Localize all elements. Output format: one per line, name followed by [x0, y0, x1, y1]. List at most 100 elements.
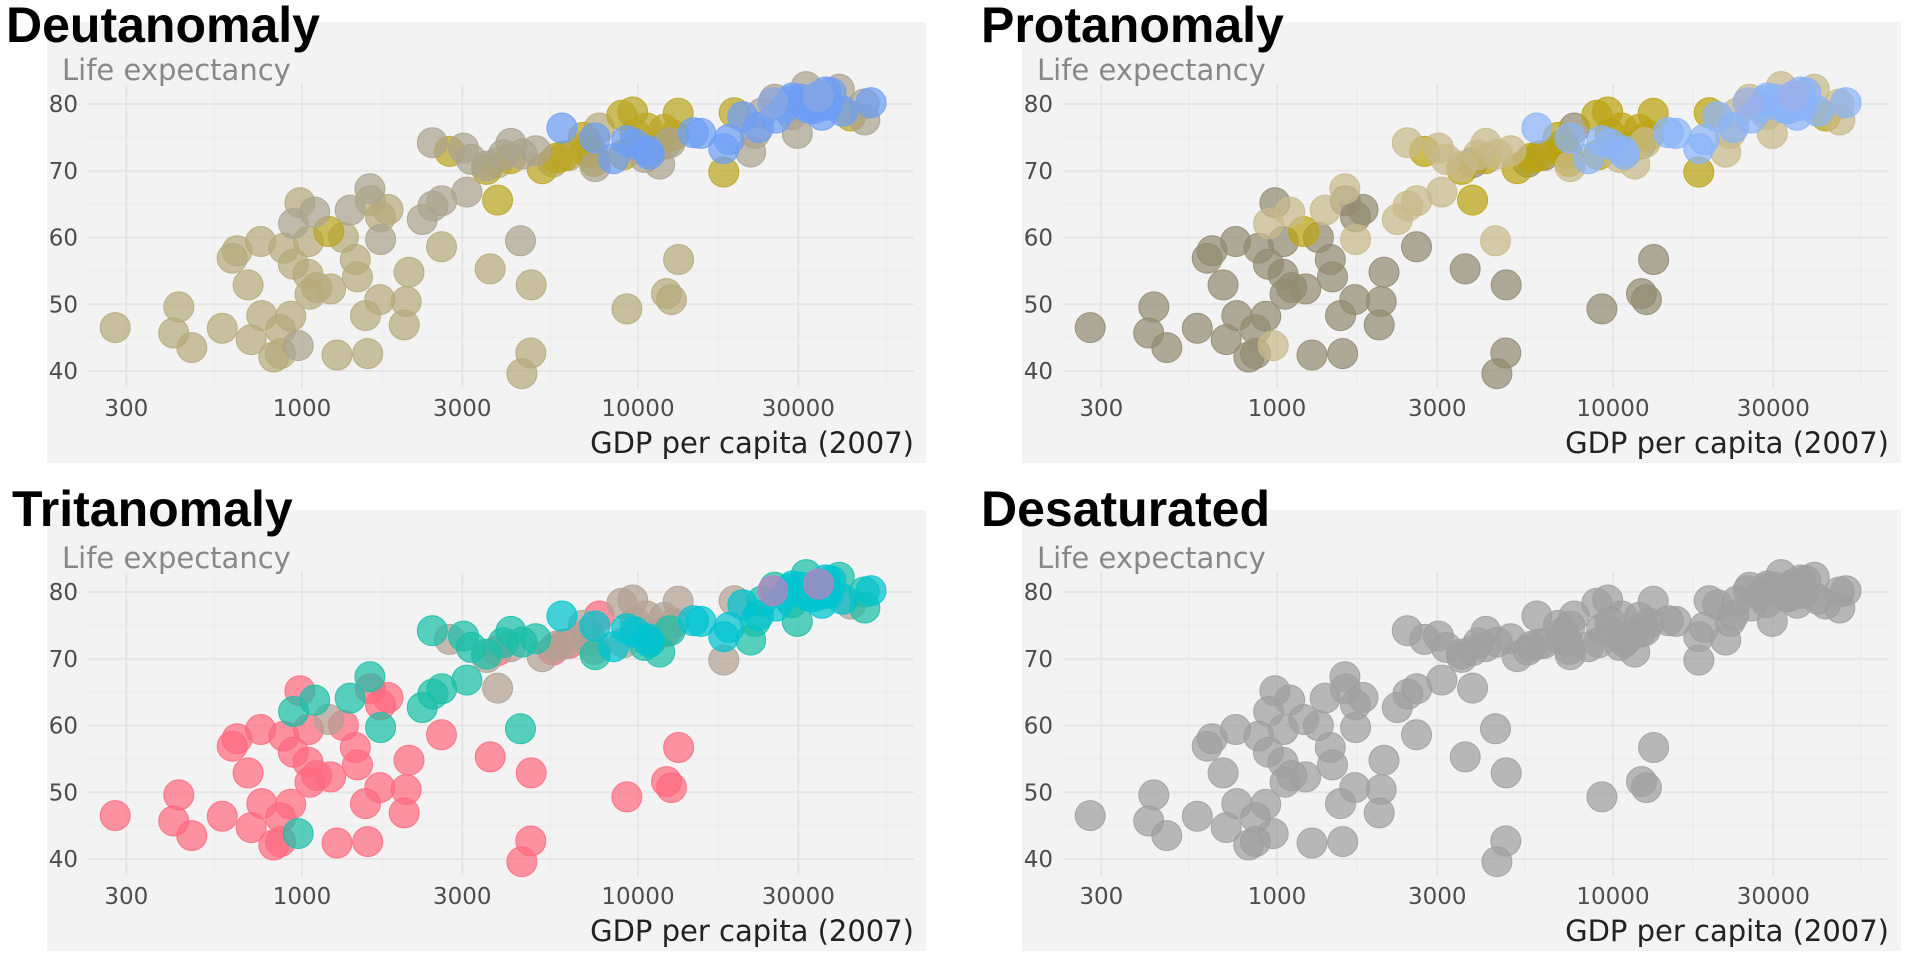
- data-point: [1329, 173, 1361, 205]
- data-point: [1391, 127, 1423, 159]
- x-tick-label: 1000: [1248, 396, 1307, 422]
- data-point: [1274, 684, 1306, 716]
- data-point: [354, 661, 386, 693]
- data-point: [482, 184, 514, 216]
- data-point: [757, 575, 789, 607]
- data-point: [1638, 732, 1670, 763]
- y-tick-label: 80: [49, 580, 78, 606]
- data-point: [598, 143, 630, 175]
- data-point: [685, 605, 717, 637]
- data-point: [365, 712, 397, 743]
- data-point: [1480, 713, 1511, 745]
- y-tick-label: 70: [1024, 159, 1053, 185]
- data-point: [1138, 779, 1170, 811]
- data-point: [651, 278, 682, 310]
- data-point: [426, 231, 457, 263]
- data-point: [1327, 826, 1359, 858]
- data-point: [727, 589, 759, 621]
- data-point: [388, 309, 420, 341]
- x-tick-label: 3000: [433, 884, 492, 910]
- y-tick-label: 80: [1024, 580, 1053, 606]
- data-point: [1401, 673, 1433, 705]
- panel-deutanomaly: 300 1000 3000 10000 30000 40 50 60 70 80 Life expe…: [47, 22, 926, 463]
- data-point: [1296, 827, 1328, 859]
- data-point: [416, 127, 448, 159]
- data-point: [163, 291, 195, 323]
- data-point: [1274, 196, 1306, 228]
- data-point: [294, 278, 326, 310]
- data-point: [321, 827, 353, 859]
- data-point: [611, 293, 643, 325]
- y-axis-title: Life expectancy: [1037, 541, 1266, 575]
- data-point: [1702, 101, 1734, 133]
- data-point: [406, 692, 438, 723]
- data-point: [294, 766, 326, 798]
- data-point: [1401, 185, 1433, 217]
- x-tick-label: 300: [1079, 884, 1123, 910]
- data-point: [99, 312, 131, 344]
- x-axis-title: GDP per capita (2007): [590, 426, 914, 460]
- data-point: [1457, 184, 1489, 216]
- data-point: [1490, 269, 1522, 301]
- data-point: [1325, 788, 1356, 820]
- data-point: [1151, 332, 1183, 364]
- y-tick-label: 70: [1024, 647, 1053, 673]
- x-tick-label: 300: [1079, 396, 1123, 422]
- x-tick-label: 3000: [1408, 396, 1467, 422]
- data-point: [1573, 143, 1605, 175]
- data-point: [1470, 127, 1502, 159]
- data-point: [232, 269, 264, 301]
- x-tick-label: 3000: [1408, 884, 1467, 910]
- data-point: [1688, 123, 1720, 155]
- y-tick-label: 40: [49, 359, 78, 385]
- data-point: [546, 600, 578, 632]
- data-point: [448, 620, 479, 652]
- y-tick-label: 60: [1024, 226, 1053, 252]
- panel-desaturated: 300 1000 3000 10000 30000 40 50 60 70 80 Life expe…: [1022, 510, 1901, 951]
- data-point: [1480, 225, 1511, 257]
- data-point: [1074, 800, 1106, 832]
- data-point: [365, 224, 397, 255]
- data-point: [275, 788, 307, 820]
- x-tick-label: 300: [104, 884, 148, 910]
- x-tick-label: 10000: [1576, 884, 1649, 910]
- x-tick-label: 30000: [1737, 884, 1810, 910]
- data-point: [802, 80, 834, 112]
- x-tick-label: 10000: [1576, 396, 1649, 422]
- data-point: [1830, 87, 1862, 119]
- data-point: [474, 253, 506, 285]
- x-tick-label: 30000: [1737, 396, 1810, 422]
- y-tick-label: 60: [49, 226, 78, 252]
- data-point: [232, 757, 264, 789]
- x-axis-title: GDP per capita (2007): [1565, 914, 1889, 948]
- data-point: [350, 788, 381, 820]
- x-tick-label: 1000: [273, 396, 332, 422]
- data-point: [1777, 80, 1809, 112]
- data-point: [406, 204, 438, 235]
- y-tick-label: 70: [49, 647, 78, 673]
- y-tick-label: 80: [1024, 92, 1053, 118]
- data-point: [611, 781, 643, 813]
- data-point: [1309, 682, 1341, 714]
- data-point: [1457, 672, 1489, 704]
- scatter-plot: 300 1000 3000 10000 30000 40 50 60 70 80 Life expe…: [47, 22, 926, 463]
- y-axis-title: Life expectancy: [62, 53, 291, 87]
- data-point: [1830, 575, 1862, 607]
- data-point: [352, 826, 384, 858]
- scatter-plot: 300 1000 3000 10000 30000 40 50 60 70 80 Life expe…: [47, 510, 926, 951]
- panel-title: Deutanomaly: [6, 0, 320, 53]
- data-point: [1074, 312, 1106, 344]
- panel-tritanomaly: 300 1000 3000 10000 30000 40 50 60 70 80 Life expe…: [47, 510, 926, 951]
- data-point: [579, 610, 611, 642]
- data-point: [352, 338, 384, 370]
- x-tick-label: 300: [104, 396, 148, 422]
- data-point: [393, 744, 425, 776]
- data-point: [1381, 204, 1413, 235]
- data-point: [1554, 122, 1586, 154]
- data-point: [1732, 575, 1764, 607]
- data-point: [1181, 312, 1213, 344]
- data-point: [713, 123, 745, 155]
- data-point: [1269, 278, 1301, 310]
- data-point: [1626, 278, 1657, 310]
- data-point: [176, 332, 208, 364]
